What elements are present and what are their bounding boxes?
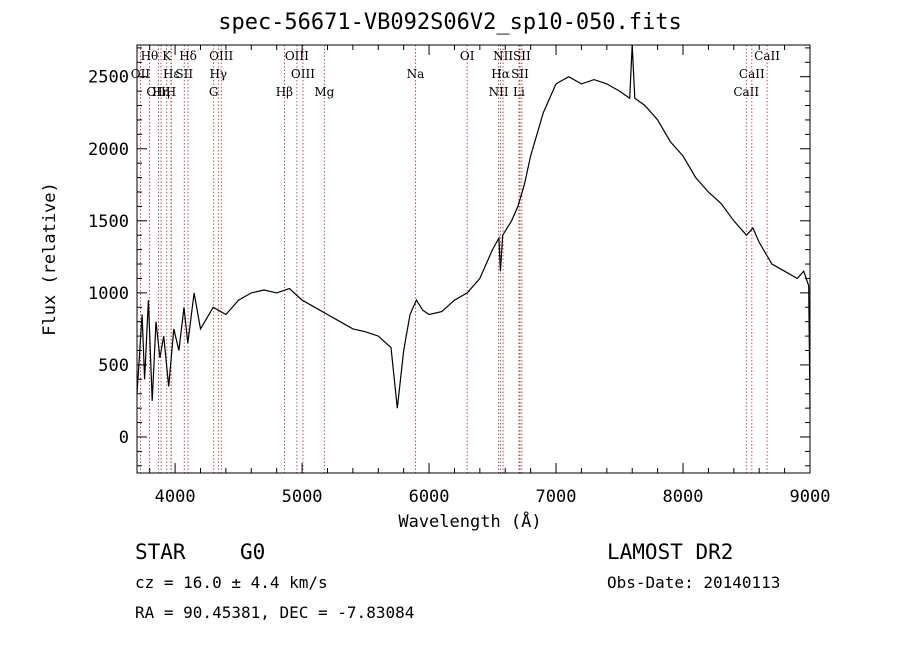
spectral-line-label: OII	[131, 67, 151, 81]
object-subclass: G0	[240, 540, 266, 564]
spectral-line-label: OIII	[285, 49, 309, 63]
observation-date: Obs-Date: 20140113	[607, 573, 781, 592]
spectral-line-label: OIII	[146, 85, 170, 99]
spectral-line-label: CaII	[739, 67, 765, 81]
y-tick-label: 500	[98, 356, 129, 376]
y-tick-label: 2500	[88, 68, 129, 88]
x-tick-label: 7000	[536, 487, 577, 507]
spectral-line-label: Hγ	[209, 67, 227, 81]
spectral-line-label: Hδ	[179, 49, 197, 63]
flux-series-line	[136, 44, 811, 409]
spectral-line-label: K	[162, 49, 172, 63]
spectral-line-label: Hθ	[141, 49, 159, 63]
redshift-readout: cz = 16.0 ± 4.4 km/s	[135, 573, 328, 592]
spectral-line-label: OIII	[291, 67, 315, 81]
spectral-line-label: SII	[513, 49, 531, 63]
y-tick-label: 1500	[88, 212, 129, 232]
spectral-line-label: Mg	[314, 85, 334, 99]
y-axis-label: Flux (relative)	[40, 182, 60, 336]
spectral-line-label: NII	[493, 49, 513, 63]
spectral-line-label: Li	[513, 85, 525, 99]
spectral-line-label: CaII	[754, 49, 780, 63]
spectral-line-label: Hε	[163, 67, 180, 81]
x-axis-label: Wavelength (Å)	[398, 512, 542, 532]
axes-frame	[136, 44, 811, 474]
spectral-line-label: OI	[460, 49, 475, 63]
spectral-line-label: CaII	[733, 85, 759, 99]
x-tick-label: 5000	[282, 487, 323, 507]
spectral-line-label: H	[166, 85, 176, 99]
spectral-line-label: NII	[489, 85, 509, 99]
x-tick-label: 8000	[663, 487, 704, 507]
spectral-line-label: SII	[175, 67, 193, 81]
object-class: STAR	[135, 540, 186, 564]
spectral-line-label: Hβ	[276, 85, 293, 99]
spectral-line-label: Na	[407, 67, 425, 81]
spectral-line-label: OIII	[209, 49, 233, 63]
x-axis-ticks: 4000 5000 6000 7000 8000 9000	[149, 45, 831, 507]
spectral-line-label: Hα	[491, 67, 510, 81]
x-tick-label: 9000	[790, 487, 831, 507]
survey-name: LAMOST DR2	[607, 540, 734, 564]
x-tick-label: 4000	[155, 487, 196, 507]
spectral-line-label: SII	[511, 67, 529, 81]
x-tick-label: 6000	[409, 487, 450, 507]
y-tick-label: 1000	[88, 284, 129, 304]
spectral-line-markers	[140, 45, 768, 473]
spectral-line-label: G	[209, 85, 219, 99]
spectral-line-label: Hη	[152, 85, 170, 99]
y-axis-ticks: 0 500 1000 1500 2000 2500	[88, 47, 810, 467]
sky-coordinates: RA = 90.45381, DEC = -7.83084	[135, 603, 415, 622]
chart-title: spec-56671-VB092S06V2_sp10-050.fits	[218, 10, 682, 35]
y-tick-label: 0	[119, 428, 129, 448]
y-tick-label: 2000	[88, 140, 129, 160]
